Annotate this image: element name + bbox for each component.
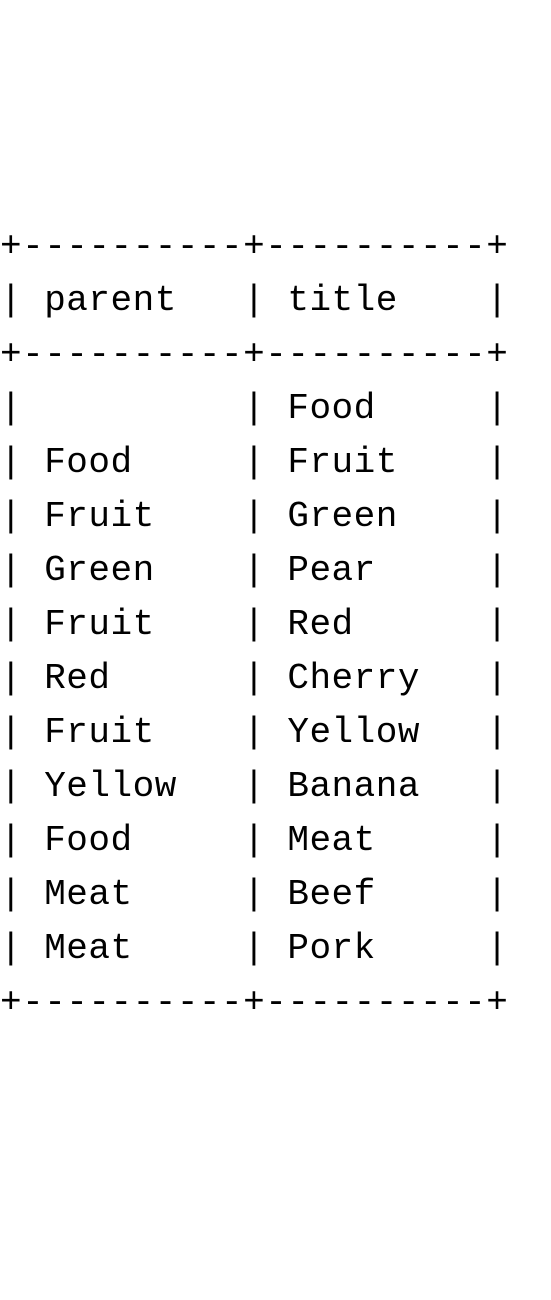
ascii-table: +----------+----------+ | parent | title… bbox=[0, 216, 551, 1030]
